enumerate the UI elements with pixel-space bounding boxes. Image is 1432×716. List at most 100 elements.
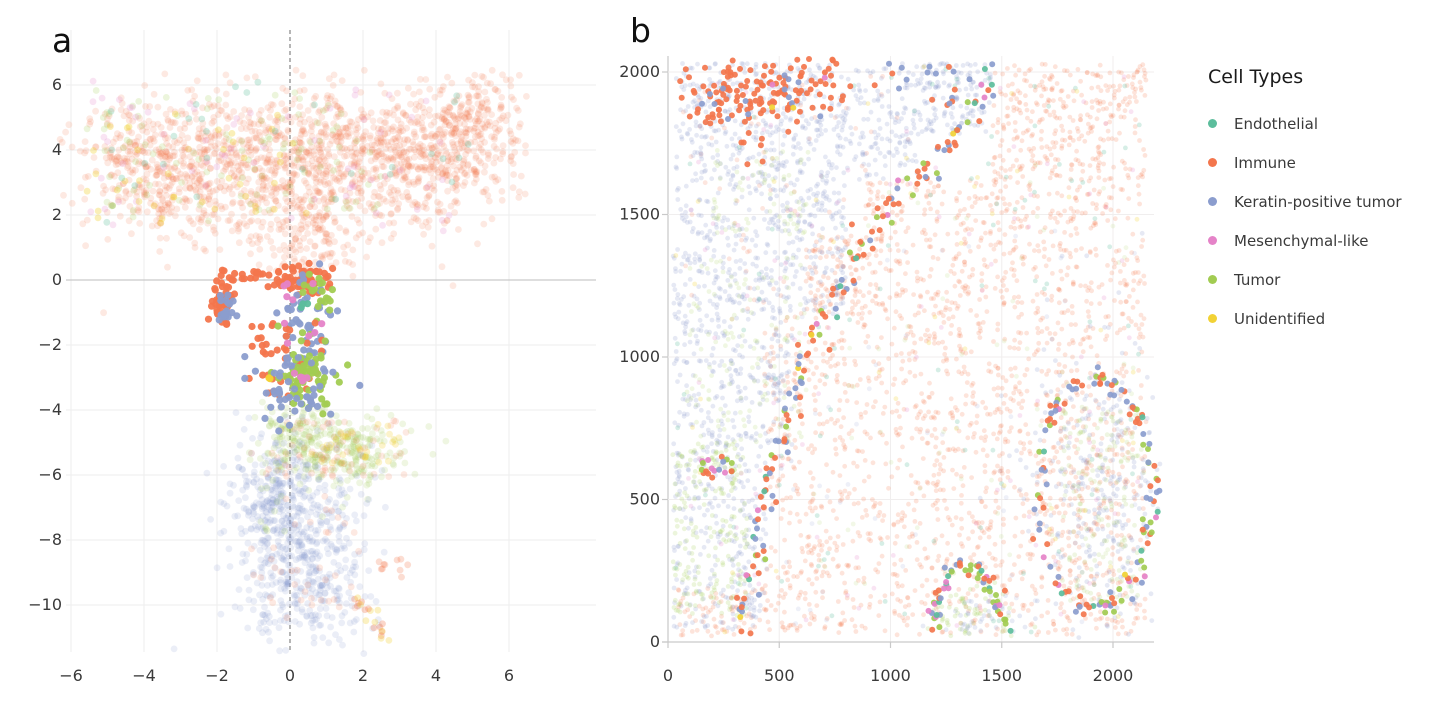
cluster-hl-orange-strand — [228, 268, 273, 284]
umap-scatter-panel-a: −6 −4 −2 0 2 4 6 6 4 2 0 −2 −4 −6 −8 −10 — [28, 30, 596, 685]
svg-text:2000: 2000 — [620, 62, 660, 81]
cluster-hl-topleft-keratin — [699, 72, 824, 122]
cluster-cloud-right — [290, 66, 529, 290]
cluster-accents-teal — [673, 66, 1142, 635]
cluster-lavender-left — [203, 413, 321, 565]
svg-text:2: 2 — [358, 666, 368, 685]
cluster-hl-blue-lower — [241, 353, 364, 435]
svg-text:500: 500 — [764, 666, 795, 685]
cluster-salmon-trail — [351, 594, 393, 644]
cluster-green-cloud-yellow — [308, 421, 403, 467]
panel-a-label: a — [52, 21, 73, 60]
cluster-green-low-left — [670, 440, 750, 618]
svg-text:−6: −6 — [59, 666, 83, 685]
svg-text:0: 0 — [663, 666, 673, 685]
cluster-cloud-top-right — [400, 71, 530, 184]
svg-text:6: 6 — [504, 666, 514, 685]
cluster-lavender-salmon — [248, 448, 362, 622]
legend-item: Keratin-positive tumor — [1208, 182, 1402, 221]
cluster-cloud-accent-pink — [87, 77, 453, 235]
svg-text:1500: 1500 — [981, 666, 1022, 685]
legend-item: Unidentified — [1208, 299, 1402, 338]
cell-types-legend: Cell Types Endothelial Immune Keratin-po… — [1208, 66, 1402, 338]
svg-text:4: 4 — [431, 666, 441, 685]
cluster-trail-blob — [375, 555, 412, 581]
cluster-salmon-mid — [862, 178, 1147, 317]
cluster-salmon-low-left — [675, 586, 765, 639]
svg-text:−2: −2 — [38, 335, 62, 354]
cluster-cloud-accent-teal — [103, 78, 472, 226]
legend-item: Endothelial — [1208, 104, 1402, 143]
legend-dot-icon — [1208, 236, 1217, 245]
svg-text:−6: −6 — [38, 465, 62, 484]
legend-dot-icon — [1208, 119, 1217, 128]
cluster-green-top-patch — [711, 148, 811, 237]
svg-text:0: 0 — [52, 270, 62, 289]
svg-text:2000: 2000 — [1093, 666, 1134, 685]
svg-text:−4: −4 — [132, 666, 156, 685]
cluster-lavender-mid — [670, 178, 849, 317]
cluster-salmon-low — [761, 311, 1149, 638]
cluster-lavender-green — [257, 456, 349, 535]
legend-item-label: Mesenchymal-like — [1234, 231, 1369, 250]
legend-item-list: Endothelial Immune Keratin-positive tumo… — [1208, 104, 1402, 338]
cluster-lavender-band — [671, 313, 795, 474]
cluster-cloud-left — [56, 66, 342, 317]
cluster-cloud-mid — [170, 71, 458, 294]
cluster-hl-pink — [280, 280, 326, 385]
cluster-lavender-bottom — [231, 534, 383, 657]
legend-item-label: Immune — [1234, 153, 1296, 172]
legend-item-label: Endothelial — [1234, 114, 1318, 133]
legend-item: Tumor — [1208, 260, 1402, 299]
svg-text:1000: 1000 — [620, 347, 660, 366]
cluster-hl-yellow — [265, 374, 274, 383]
svg-text:0: 0 — [285, 666, 295, 685]
legend-item: Mesenchymal-like — [1208, 221, 1402, 260]
svg-text:−8: −8 — [38, 530, 62, 549]
cluster-cloud-accent-olive — [83, 87, 385, 225]
cluster-green-cloud-salmon — [273, 417, 410, 480]
cluster-hl-ring — [1030, 364, 1163, 618]
cluster-hl-left-cluster — [698, 453, 735, 481]
svg-text:4: 4 — [52, 140, 62, 159]
legend-item-label: Unidentified — [1234, 309, 1326, 328]
svg-text:500: 500 — [629, 490, 660, 509]
cluster-green-sparse — [801, 162, 1136, 587]
cluster-hl-topcenter — [886, 60, 958, 108]
cluster-green-cloud — [246, 405, 450, 503]
svg-text:0: 0 — [650, 632, 660, 651]
cluster-cloud-accent-yellow — [83, 110, 310, 227]
svg-text:−10: −10 — [28, 595, 62, 614]
legend-title: Cell Types — [1208, 66, 1304, 88]
svg-text:1500: 1500 — [620, 205, 660, 224]
cluster-lavender-main — [170, 400, 389, 655]
cluster-hl-arch — [925, 557, 1014, 634]
spatial-scatter-panel-b: 0 500 1000 1500 2000 0 500 1000 1500 2000 — [620, 56, 1163, 685]
cluster-hl-teal — [297, 300, 312, 311]
svg-text:2: 2 — [52, 205, 62, 224]
cluster-accents-yellow — [673, 64, 1140, 635]
legend-item: Immune — [1208, 143, 1402, 182]
legend-dot-icon — [1208, 158, 1217, 167]
cluster-hl-topleft-extras — [769, 74, 828, 111]
svg-text:−4: −4 — [38, 400, 62, 419]
cluster-accents-pink — [686, 74, 1140, 628]
legend-item-label: Keratin-positive tumor — [1234, 192, 1402, 211]
legend-item-label: Tumor — [1234, 270, 1281, 289]
cluster-hl-blue-left — [215, 291, 241, 324]
svg-text:−2: −2 — [205, 666, 229, 685]
cluster-salmon-wedge — [803, 233, 866, 317]
cluster-salmon-top — [990, 61, 1149, 183]
legend-dot-icon — [1208, 197, 1217, 206]
svg-text:1000: 1000 — [870, 666, 911, 685]
panel-b-label: b — [630, 11, 651, 50]
svg-text:6: 6 — [52, 75, 62, 94]
cluster-hl-boundary — [734, 61, 997, 637]
cluster-lavender-low — [671, 468, 770, 632]
cluster-hl-green-main — [267, 322, 352, 418]
legend-dot-icon — [1208, 314, 1217, 323]
cluster-hl-green-upper — [299, 270, 336, 325]
legend-dot-icon — [1208, 275, 1217, 284]
cluster-hl-topleft-immune-2 — [761, 56, 878, 135]
